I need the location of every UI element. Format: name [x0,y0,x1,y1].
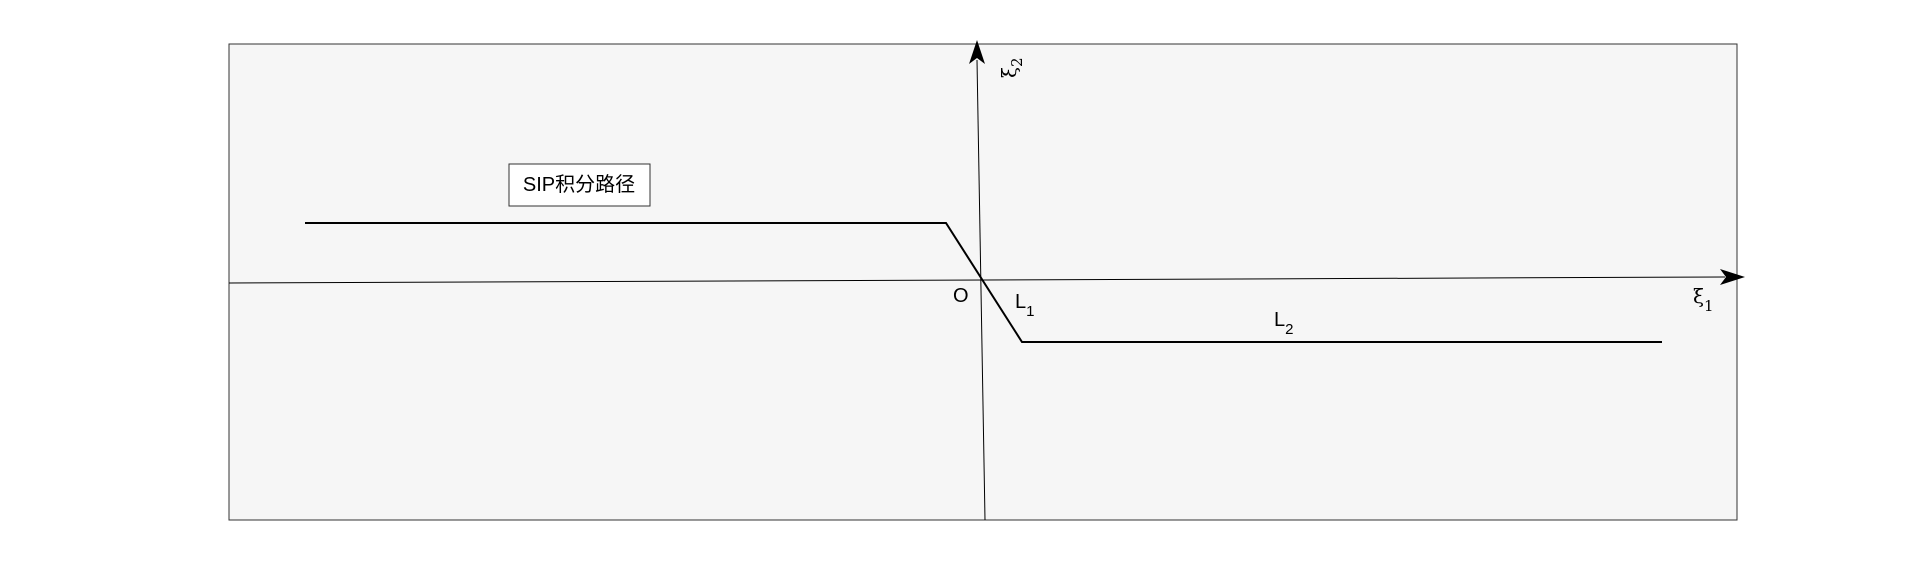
segment-2-letter: L [1274,309,1285,331]
x-axis-label: ξ1 [1693,284,1714,315]
y-axis-label: ξ2 [997,57,1026,78]
y-axis-arrowhead [969,40,985,64]
y-axis [976,59,986,521]
x-axis-subscript: 1 [1704,297,1714,315]
segment-1-letter: L [1015,291,1026,313]
legend-box [508,163,651,207]
sip-integration-path [305,222,1662,343]
y-axis-symbol: ξ [997,67,1021,78]
x-axis [228,276,1726,284]
y-axis-subscript: 2 [1008,57,1026,67]
segment-2-label: L2 [1274,309,1293,338]
origin-label: O [953,285,969,307]
legend-label: SIP积分路径 [523,173,635,196]
segment-1-subscript: 1 [1026,303,1034,320]
x-axis-arrowhead [1720,269,1745,285]
x-axis-symbol: ξ [1693,284,1704,308]
segment-1-label: L1 [1015,291,1034,320]
segment-2-subscript: 2 [1285,321,1293,338]
